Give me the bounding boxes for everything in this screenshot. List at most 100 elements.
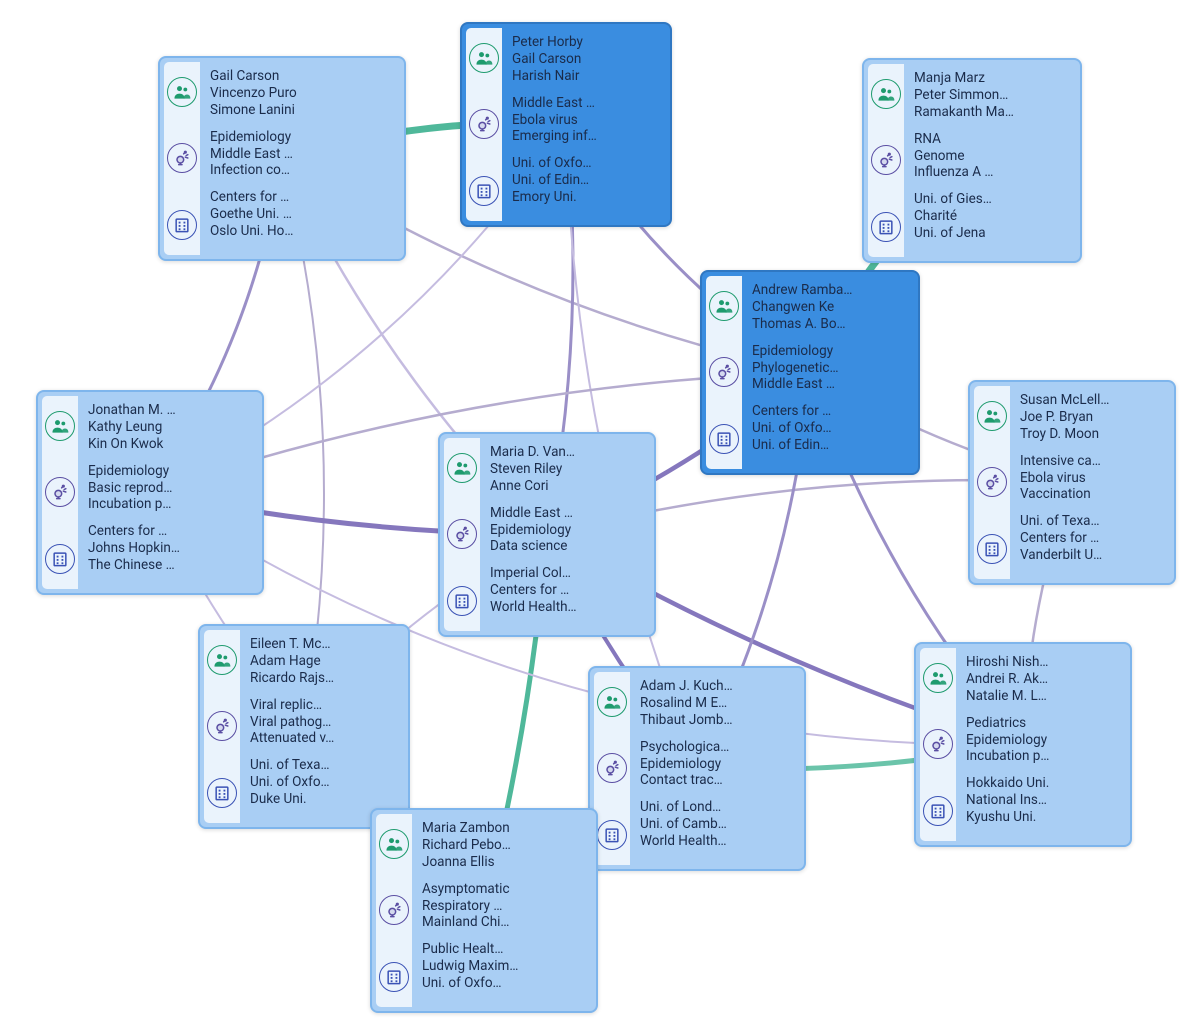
card-line: Gail Carson	[512, 51, 656, 68]
topic-icon	[469, 109, 499, 139]
card-icon-column	[868, 64, 904, 257]
people-section: Gail CarsonVincenzo PuroSimone Lanini	[210, 68, 390, 119]
orgs-section: Hokkaido Uni.National Ins…Kyushu Uni.	[966, 775, 1116, 826]
card-line: Middle East …	[210, 146, 390, 163]
research-cluster-card[interactable]: Maria ZambonRichard Pebo…Joanna EllisAsy…	[370, 808, 598, 1013]
orgs-section: Centers for …Uni. of Oxfo…Uni. of Edin…	[752, 403, 904, 454]
card-icon-column	[466, 28, 502, 221]
topic-icon	[167, 143, 197, 173]
card-icon-column	[444, 438, 480, 631]
card-line: Infection co…	[210, 162, 390, 179]
card-icon-column	[920, 648, 956, 841]
card-line: Manja Marz	[914, 70, 1066, 87]
people-icon	[45, 411, 75, 441]
people-icon	[871, 79, 901, 109]
topics-section: AsymptomaticRespiratory …Mainland Chi…	[422, 881, 582, 932]
card-line: Attenuated v…	[250, 730, 394, 747]
research-cluster-card[interactable]: Adam J. Kuch…Rosalind M E…Thibaut Jomb…P…	[588, 666, 806, 871]
card-line: Gail Carson	[210, 68, 390, 85]
card-text-column: Maria ZambonRichard Pebo…Joanna EllisAsy…	[412, 814, 592, 1007]
card-line: Kyushu Uni.	[966, 809, 1116, 826]
card-line: Simone Lanini	[210, 102, 390, 119]
card-line: Viral pathog…	[250, 714, 394, 731]
card-text-column: Hiroshi Nish…Andrei R. Ak…Natalie M. L… P…	[956, 648, 1126, 841]
card-text-column: Susan McLell…Joe P. BryanTroy D. MoonInt…	[1010, 386, 1170, 579]
card-icon-column	[376, 814, 412, 1007]
card-line: Vaccination	[1020, 486, 1160, 503]
people-section: Hiroshi Nish…Andrei R. Ak…Natalie M. L…	[966, 654, 1116, 705]
card-line: Incubation p…	[966, 748, 1116, 765]
people-section: Peter HorbyGail CarsonHarish Nair	[512, 34, 656, 85]
card-line: Eileen T. Mc…	[250, 636, 394, 653]
card-line: Uni. of Gies…	[914, 191, 1066, 208]
orgs-section: Centers for …Goethe Uni. …Oslo Uni. Ho…	[210, 189, 390, 240]
card-line: Kin On Kwok	[88, 436, 248, 453]
card-line: Ebola virus	[512, 112, 656, 129]
card-icon-column	[164, 62, 200, 255]
people-icon	[167, 77, 197, 107]
topic-icon	[45, 477, 75, 507]
research-cluster-card[interactable]: Andrew Ramba…Changwen KeThomas A. Bo…Epi…	[700, 270, 920, 475]
card-line: Uni. of Oxfo…	[422, 975, 582, 992]
topic-icon	[447, 519, 477, 549]
card-line: Joanna Ellis	[422, 854, 582, 871]
orgs-section: Uni. of Oxfo…Uni. of Edin…Emory Uni.	[512, 155, 656, 206]
topic-icon	[977, 467, 1007, 497]
card-line: Uni. of Edin…	[512, 172, 656, 189]
research-cluster-card[interactable]: Susan McLell…Joe P. BryanTroy D. MoonInt…	[968, 380, 1176, 585]
card-text-column: Andrew Ramba…Changwen KeThomas A. Bo…Epi…	[742, 276, 914, 469]
research-cluster-card[interactable]: Maria D. Van…Steven RileyAnne CoriMiddle…	[438, 432, 656, 637]
card-line: Johns Hopkin…	[88, 540, 248, 557]
card-line: Ricardo Rajs…	[250, 670, 394, 687]
card-line: Thomas A. Bo…	[752, 316, 904, 333]
card-line: Andrew Ramba…	[752, 282, 904, 299]
orgs-section: Uni. of Texa…Centers for …Vanderbilt U…	[1020, 513, 1160, 564]
topics-section: EpidemiologyPhylogenetic…Middle East …	[752, 343, 904, 394]
card-line: Joe P. Bryan	[1020, 409, 1160, 426]
card-icon-column	[974, 386, 1010, 579]
org-icon	[167, 210, 197, 240]
card-line: Emory Uni.	[512, 189, 656, 206]
card-line: Influenza A …	[914, 164, 1066, 181]
card-line: Peter Horby	[512, 34, 656, 51]
card-line: Susan McLell…	[1020, 392, 1160, 409]
card-text-column: Gail CarsonVincenzo PuroSimone LaniniEpi…	[200, 62, 400, 255]
research-cluster-card[interactable]: Manja MarzPeter Simmon…Ramakanth Ma…RNAG…	[862, 58, 1082, 263]
card-line: Intensive ca…	[1020, 453, 1160, 470]
org-icon	[871, 212, 901, 242]
card-line: Uni. of Texa…	[1020, 513, 1160, 530]
card-line: Oslo Uni. Ho…	[210, 223, 390, 240]
card-icon-column	[706, 276, 742, 469]
research-cluster-card[interactable]: Eileen T. Mc…Adam HageRicardo Rajs…Viral…	[198, 624, 410, 829]
people-icon	[597, 687, 627, 717]
card-line: Uni. of Lond…	[640, 799, 790, 816]
card-line: Uni. of Edin…	[752, 437, 904, 454]
card-line: Centers for …	[1020, 530, 1160, 547]
people-icon	[469, 43, 499, 73]
card-line: Charité	[914, 208, 1066, 225]
card-text-column: Manja MarzPeter Simmon…Ramakanth Ma…RNAG…	[904, 64, 1076, 257]
card-line: Mainland Chi…	[422, 914, 582, 931]
people-icon	[977, 401, 1007, 431]
research-cluster-card[interactable]: Gail CarsonVincenzo PuroSimone LaniniEpi…	[158, 56, 406, 261]
people-section: Adam J. Kuch…Rosalind M E…Thibaut Jomb…	[640, 678, 790, 729]
card-line: World Health…	[490, 599, 640, 616]
research-cluster-card[interactable]: Peter HorbyGail CarsonHarish Nair Middle …	[460, 22, 672, 227]
research-cluster-card[interactable]: Hiroshi Nish…Andrei R. Ak…Natalie M. L… P…	[914, 642, 1132, 847]
card-line: Epidemiology	[490, 522, 640, 539]
orgs-section: Uni. of Texa…Uni. of Oxfo…Duke Uni.	[250, 757, 394, 808]
card-line: Epidemiology	[966, 732, 1116, 749]
card-text-column: Peter HorbyGail CarsonHarish Nair Middle …	[502, 28, 666, 221]
card-line: Viral replic…	[250, 697, 394, 714]
card-line: Hiroshi Nish…	[966, 654, 1116, 671]
org-icon	[977, 534, 1007, 564]
topics-section: PediatricsEpidemiologyIncubation p…	[966, 715, 1116, 766]
people-icon	[923, 663, 953, 693]
topics-section: Middle East …Ebola virusEmerging inf…	[512, 95, 656, 146]
card-line: Rosalind M E…	[640, 695, 790, 712]
research-cluster-card[interactable]: Jonathan M. …Kathy LeungKin On KwokEpide…	[36, 390, 264, 595]
card-line: Data science	[490, 538, 640, 555]
card-line: Genome	[914, 148, 1066, 165]
topic-icon	[379, 895, 409, 925]
card-line: World Health…	[640, 833, 790, 850]
